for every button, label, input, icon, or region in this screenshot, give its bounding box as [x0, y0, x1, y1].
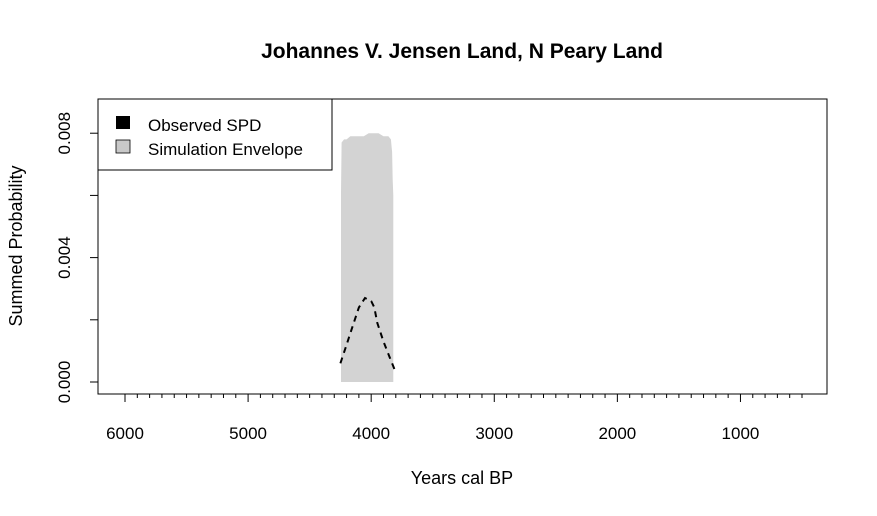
legend-swatch-observed	[116, 116, 130, 129]
observed-spd-line	[339, 296, 396, 370]
x-axis: 6000 5000 4000 3000 2000 1000	[106, 393, 803, 443]
y-tick-label: 0.000	[55, 361, 74, 404]
x-tick-label: 2000	[598, 424, 636, 443]
x-axis-label: Years cal BP	[411, 468, 513, 488]
x-tick-label: 4000	[352, 424, 390, 443]
y-tick-label: 0.004	[55, 236, 74, 279]
x-tick-label: 6000	[106, 424, 144, 443]
x-tick-label: 1000	[722, 424, 760, 443]
legend-label-observed: Observed SPD	[148, 116, 261, 135]
y-axis: 0.000 0.004 0.008	[55, 112, 99, 404]
legend: Observed SPD Simulation Envelope	[97, 98, 333, 171]
x-tick-label: 5000	[229, 424, 267, 443]
legend-box	[97, 98, 333, 171]
plot-area	[339, 133, 396, 382]
legend-label-envelope: Simulation Envelope	[148, 140, 303, 159]
legend-swatch-envelope	[115, 139, 131, 154]
chart-title: Johannes V. Jensen Land, N Peary Land	[261, 40, 663, 63]
y-axis-label: Summed Probability	[6, 165, 26, 326]
x-tick-label: 3000	[475, 424, 513, 443]
y-tick-label: 0.008	[55, 112, 74, 155]
